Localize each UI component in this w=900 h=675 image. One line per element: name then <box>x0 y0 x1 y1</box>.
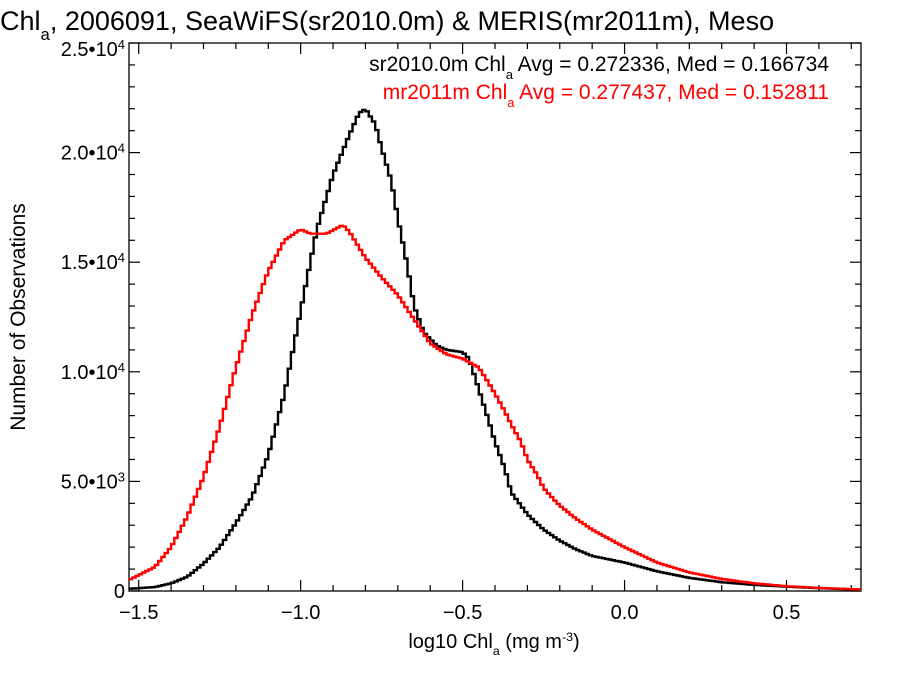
x-tick-label: −1.5 <box>119 602 158 624</box>
y-tick-exponent: 4 <box>118 140 125 155</box>
plot-frame <box>128 42 862 592</box>
stats-annotation-0-part-2: Avg = 0.272336, Med = 0.166734 <box>513 53 829 76</box>
y-tick-exponent: 3 <box>118 469 125 484</box>
y-tick-label: 0 <box>114 581 125 603</box>
x-axis-label-part-0: log10 Chl <box>408 631 493 653</box>
x-tick-label: 0.5 <box>773 602 801 624</box>
stats-annotation-0-part-0: sr2010.0m Chl <box>369 53 506 76</box>
x-tick-label: −1.0 <box>281 602 320 624</box>
x-axis-label-part-1: a <box>493 644 500 658</box>
y-tick-mantissa: 0 <box>114 581 125 603</box>
stats-annotation-0-part-1: a <box>506 67 514 82</box>
x-axis-label-part-2: (mg m <box>500 631 562 653</box>
y-tick-label: 2.0•104 <box>61 140 125 165</box>
series-line-mr2011m <box>129 224 861 591</box>
x-tick-label: −0.5 <box>443 602 482 624</box>
y-tick-label: 5.0•103 <box>61 469 125 494</box>
stats-annotation-1-part-2: Avg = 0.277437, Med = 0.152811 <box>515 81 830 104</box>
stats-annotation-1: mr2011m Chla Avg = 0.277437, Med = 0.152… <box>383 81 829 110</box>
y-tick-label: 2.5•104 <box>61 37 125 62</box>
y-tick-exponent: 4 <box>118 250 125 265</box>
y-axis-label: Number of Observations <box>7 203 30 431</box>
y-tick-mantissa: 1.0•10 <box>61 362 118 384</box>
annotation-layer: sr2010.0m Chla Avg = 0.272336, Med = 0.1… <box>369 53 829 110</box>
y-tick-mantissa: 5.0•10 <box>61 471 118 493</box>
y-tick-mantissa: 1.5•10 <box>61 252 118 274</box>
title-layer: Chla, 2006091, SeaWiFS(sr2010.0m) & MERI… <box>0 6 774 44</box>
x-tick-label: 0.0 <box>611 602 639 624</box>
y-tick-mantissa: 2.5•10 <box>61 39 118 61</box>
stats-annotation-1-part-1: a <box>507 95 515 110</box>
chart-title-part-0: Chl <box>0 6 41 36</box>
y-tick-label: 1.0•104 <box>61 359 125 384</box>
chart-title-part-2: , 2006091, SeaWiFS(sr2010.0m) & MERIS(mr… <box>50 6 774 36</box>
x-axis-label-part-4: ) <box>573 631 580 653</box>
chart-title: Chla, 2006091, SeaWiFS(sr2010.0m) & MERI… <box>0 6 774 44</box>
stats-annotation-1-part-0: mr2011m Chl <box>383 81 507 104</box>
series-layer <box>129 108 861 591</box>
series-line-sr20100m <box>129 108 861 591</box>
y-tick-exponent: 4 <box>118 359 125 374</box>
x-axis-label: log10 Chla (mg m-3) <box>408 630 579 658</box>
y-tick-label: 1.5•104 <box>61 250 125 275</box>
stats-annotation-0: sr2010.0m Chla Avg = 0.272336, Med = 0.1… <box>369 53 829 82</box>
axes-layer: −1.5 −1.0 −0.5 0.0 0.505.0•1031.0•1041.5•104… <box>7 37 862 658</box>
y-tick-mantissa: 2.0•10 <box>61 143 118 165</box>
y-tick-exponent: 4 <box>118 37 125 52</box>
chart-title-part-1: a <box>41 25 51 44</box>
x-axis-label-part-3: -3 <box>562 630 573 644</box>
